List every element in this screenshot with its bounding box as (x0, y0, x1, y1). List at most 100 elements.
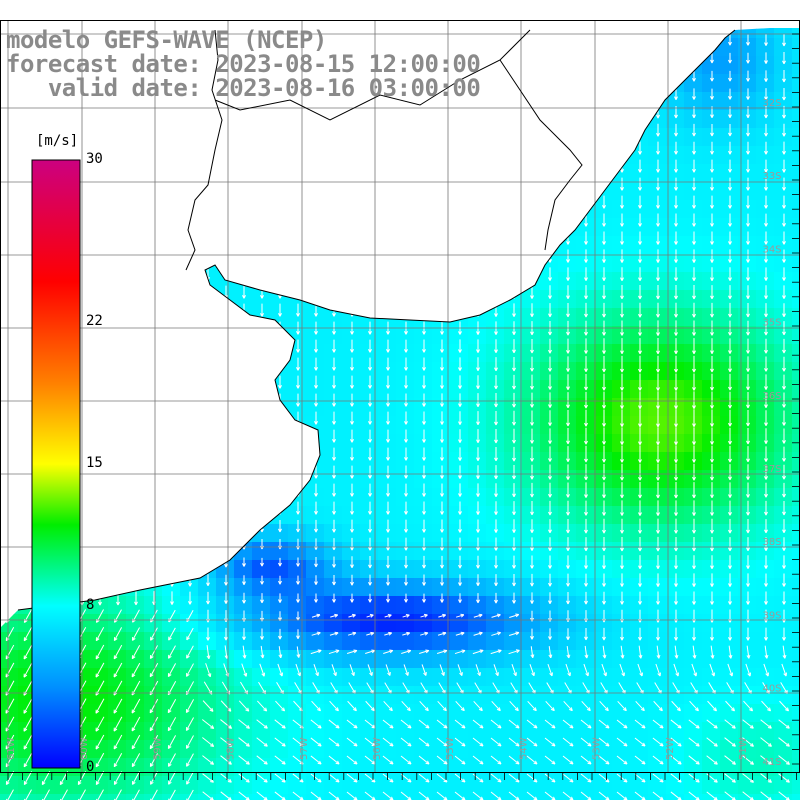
wind-speed-cell (612, 704, 631, 723)
wind-speed-cell (522, 74, 541, 93)
wind-speed-cell (18, 524, 37, 543)
wind-arrow (224, 448, 227, 461)
wind-arrow (332, 142, 335, 155)
wind-arrow (278, 106, 281, 119)
wind-speed-cell (468, 236, 487, 255)
wind-arrow (134, 196, 137, 209)
wind-arrow (494, 142, 497, 155)
wind-speed-cell (756, 56, 775, 75)
wind-arrow (566, 88, 569, 101)
wind-speed-cell (216, 236, 235, 255)
wind-speed-cell (306, 632, 325, 651)
wind-speed-cell (108, 416, 127, 435)
wind-speed-cell (522, 146, 541, 165)
wind-arrow (278, 340, 281, 353)
wind-arrow (386, 250, 389, 263)
wind-speed-cell (360, 488, 379, 507)
wind-speed-cell (594, 254, 613, 273)
wind-arrow (260, 160, 263, 173)
wind-arrow (296, 106, 299, 119)
wind-speed-cell (540, 326, 559, 345)
wind-speed-cell (342, 236, 361, 255)
wind-speed-cell (450, 470, 469, 489)
wind-speed-cell (522, 56, 541, 75)
wind-speed-cell (486, 200, 505, 219)
wind-arrow (332, 124, 335, 137)
wind-speed-cell (54, 218, 73, 237)
wind-arrow (512, 250, 515, 263)
wind-speed-cell (54, 542, 73, 561)
wind-arrow (224, 232, 227, 245)
wind-speed-cell (270, 470, 289, 489)
wind-speed-cell (180, 308, 199, 327)
wind-arrow (170, 160, 173, 173)
wind-speed-cell (774, 128, 793, 147)
wind-speed-cell (342, 722, 361, 741)
wind-arrow (224, 304, 227, 317)
latitude-label: 36S (762, 391, 781, 402)
wind-speed-cell (234, 416, 253, 435)
wind-arrow (584, 88, 587, 101)
wind-arrow (314, 142, 317, 155)
wind-speed-cell (162, 164, 181, 183)
wind-speed-cell (468, 470, 487, 489)
wind-arrow (242, 502, 245, 515)
wind-speed-cell (540, 506, 559, 525)
wind-arrow (188, 448, 191, 461)
wind-arrow (62, 394, 65, 407)
wind-speed-cell (720, 740, 739, 759)
wind-speed-cell (378, 524, 397, 543)
wind-arrow (224, 250, 227, 263)
wind-arrow (98, 412, 101, 425)
latitude-label: 33S (762, 171, 781, 182)
wind-arrow (26, 214, 29, 227)
wind-speed-cell (666, 56, 685, 75)
wind-speed-cell (486, 524, 505, 543)
wind-speed-cell (756, 722, 775, 741)
wind-speed-cell (558, 524, 577, 543)
wind-arrow (260, 484, 263, 497)
wind-speed-cell (540, 668, 559, 687)
wind-speed-cell (342, 650, 361, 669)
wind-speed-cell (162, 326, 181, 345)
wind-arrow (116, 232, 119, 245)
wind-speed-cell (0, 614, 19, 633)
wind-speed-cell (414, 416, 433, 435)
wind-speed-cell (540, 38, 559, 57)
wind-arrow (44, 214, 47, 227)
wind-speed-cell (702, 272, 721, 291)
wind-arrow (206, 286, 209, 299)
wind-speed-cell (342, 614, 361, 633)
wind-speed-cell (612, 614, 631, 633)
wind-speed-cell (720, 74, 739, 93)
wind-speed-cell (288, 200, 307, 219)
wind-arrow (476, 286, 479, 299)
wind-speed-cell (558, 218, 577, 237)
wind-speed-cell (252, 704, 271, 723)
wind-speed-cell (126, 110, 145, 129)
wind-speed-cell (288, 434, 307, 453)
wind-speed-cell (504, 650, 523, 669)
wind-speed-cell (756, 272, 775, 291)
wind-speed-cell (774, 704, 793, 723)
wind-speed-cell (684, 686, 703, 705)
wind-speed-cell (486, 578, 505, 597)
wind-speed-cell (630, 254, 649, 273)
wind-arrow (422, 178, 425, 191)
wind-arrow (296, 196, 299, 209)
wind-arrow (116, 196, 119, 209)
wind-speed-cell (252, 218, 271, 237)
wind-arrow (170, 466, 173, 479)
wind-speed-cell (504, 218, 523, 237)
wind-speed-cell (90, 506, 109, 525)
wind-speed-cell (594, 128, 613, 147)
wind-speed-cell (630, 308, 649, 327)
wind-speed-cell (576, 182, 595, 201)
wind-speed-cell (450, 578, 469, 597)
wind-speed-cell (594, 74, 613, 93)
wind-speed-cell (324, 650, 343, 669)
wind-arrow (422, 268, 425, 281)
wind-speed-cell (396, 254, 415, 273)
wind-arrow (224, 214, 227, 227)
wind-speed-cell (792, 128, 800, 147)
